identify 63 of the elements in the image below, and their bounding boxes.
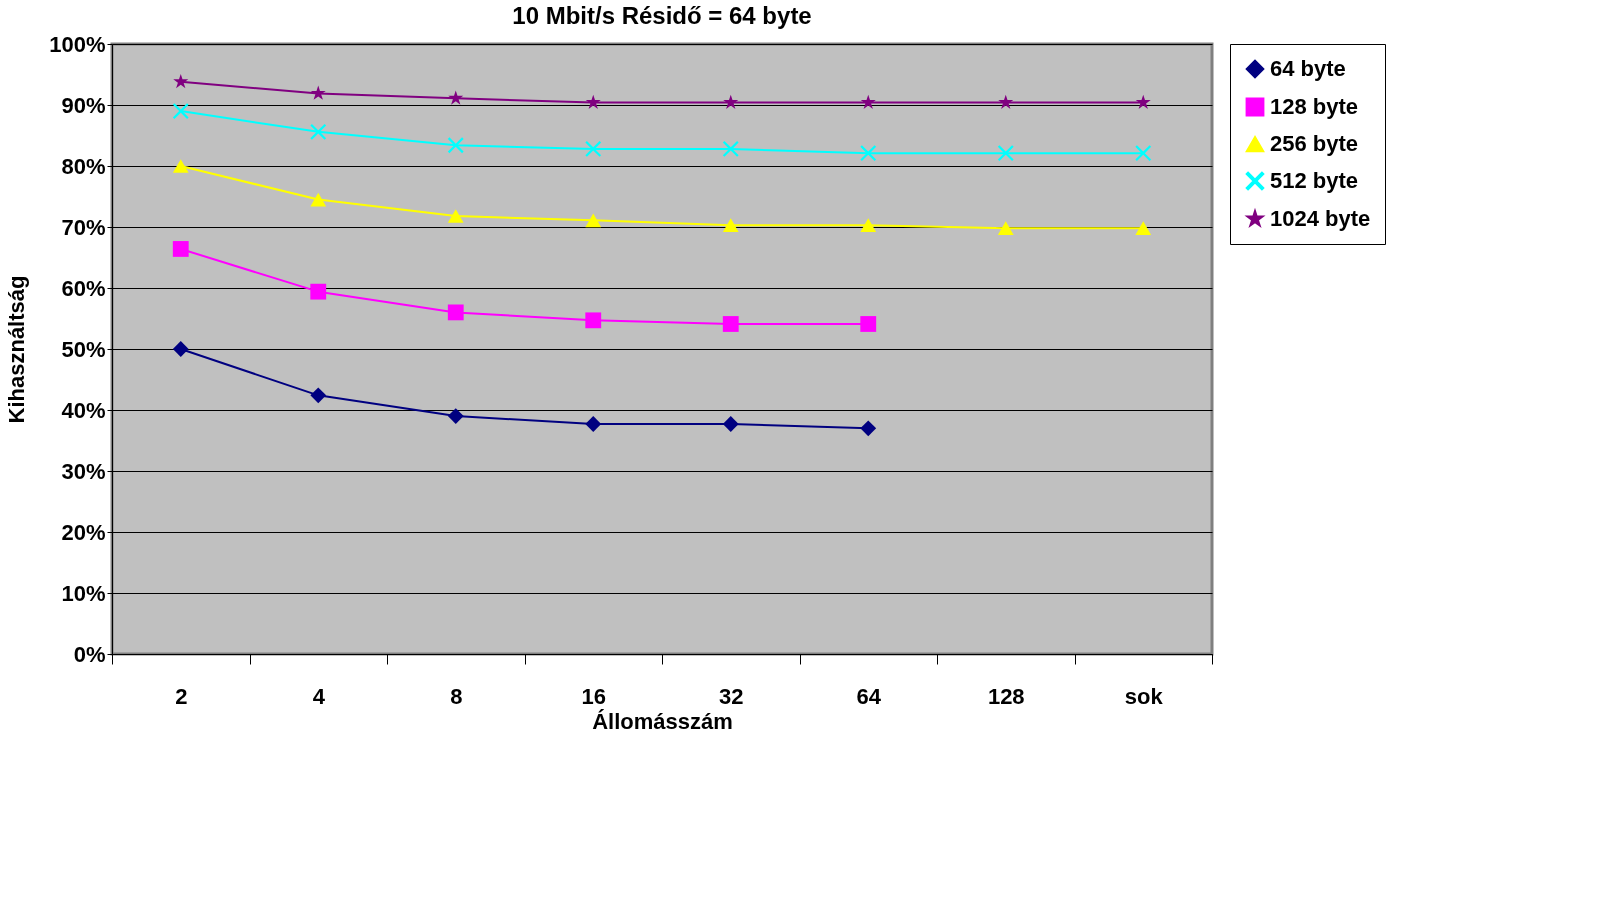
chart-title: 10 Mbit/s Résidő = 64 byte [512,2,812,29]
point [722,416,739,432]
point [860,316,877,332]
legend-label: 64 byte [1270,56,1346,81]
point [723,94,739,109]
point [172,159,189,173]
legend-label: 1024 byte [1270,206,1371,231]
x-tick-label: 16 [581,683,606,709]
point [860,145,877,162]
point [310,192,327,207]
point [310,123,327,140]
y-axis-title: Kihasználtság [4,275,30,424]
point [585,141,602,157]
x-tick-label: sok [1124,683,1164,709]
x-tick-label: 8 [450,683,463,709]
point [1135,94,1151,109]
point [172,241,189,257]
point [722,316,739,332]
point [997,221,1014,236]
legend-label: 128 byte [1270,94,1359,119]
point [585,94,601,109]
y-tick-label: 20% [61,519,106,545]
point [447,209,464,223]
y-tick-label: 50% [61,336,106,362]
x-tick-label: 64 [856,683,882,709]
point [447,137,464,154]
point [172,103,189,120]
y-tick-label: 30% [61,458,106,484]
y-tick-label: 100% [49,31,106,57]
x-tick-label: 4 [312,683,326,709]
x-axis-title: Állomásszám [592,708,733,734]
x-tick-label: 32 [719,683,744,709]
point [1135,145,1152,162]
y-tick-label: 40% [61,397,106,423]
x-tick-label: 128 [987,683,1025,709]
point [172,341,189,357]
y-tick-label: 90% [61,92,106,118]
point [173,73,189,89]
y-tick-label: 0% [73,641,106,667]
point [310,283,327,300]
x-tick-label: 2 [175,683,188,709]
legend-label: 512 byte [1270,168,1359,193]
point [585,416,602,432]
point [585,312,602,329]
point [998,94,1014,109]
y-tick-label: 10% [61,580,106,606]
point [1135,221,1152,236]
point [722,218,739,233]
point [310,387,327,404]
point [447,304,464,321]
point [997,145,1014,162]
y-tick-label: 60% [61,275,106,301]
point [447,408,464,425]
point [860,420,877,437]
point [860,94,876,109]
point [448,90,464,105]
point [860,218,877,233]
legend-label: 256 byte [1270,131,1359,156]
point [722,141,739,157]
y-tick-label: 80% [61,153,106,179]
point [585,213,602,228]
y-tick-label: 70% [61,214,106,240]
point [310,85,326,100]
